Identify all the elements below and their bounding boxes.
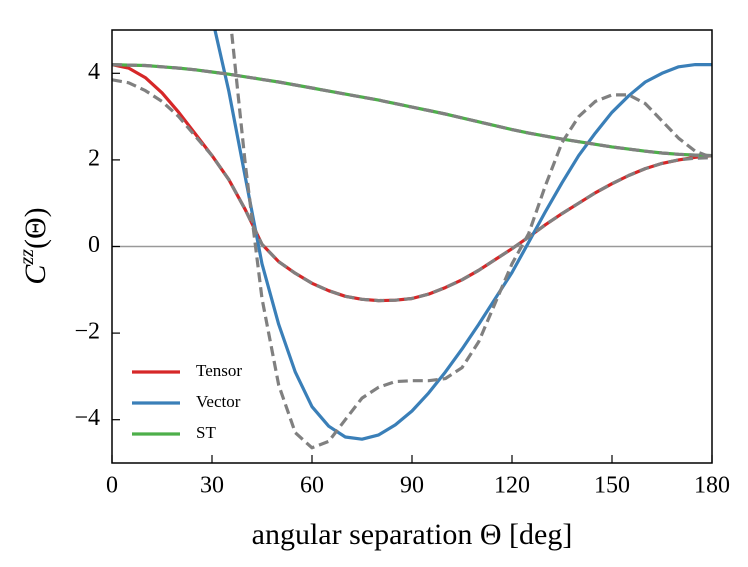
y-axis-label: Czz(Θ) xyxy=(16,207,52,284)
legend-label: Tensor xyxy=(196,361,242,380)
x-tick-label: 180 xyxy=(694,473,730,499)
dashed-line xyxy=(229,30,712,450)
y-tick-label: 0 xyxy=(88,232,100,258)
x-tick-label: 30 xyxy=(200,473,224,499)
x-tick-label: 60 xyxy=(300,473,324,499)
y-tick-label: 2 xyxy=(88,145,100,171)
x-tick-label: 0 xyxy=(106,473,118,499)
series-line xyxy=(213,30,712,441)
legend-label: ST xyxy=(196,423,216,442)
series-line xyxy=(112,63,712,303)
x-tick-label: 120 xyxy=(494,473,530,499)
y-tick-label: −2 xyxy=(74,319,100,345)
y-label-rest: (Θ) xyxy=(19,207,52,249)
y-label-base: C xyxy=(19,264,52,285)
y-tick-label: 4 xyxy=(88,59,100,85)
x-tick-label: 90 xyxy=(400,473,424,499)
x-tick-label: 150 xyxy=(594,473,630,499)
legend-label: Vector xyxy=(196,392,241,411)
x-axis-label: angular separation Θ [deg] xyxy=(252,518,573,551)
y-tick-label: −4 xyxy=(74,405,100,431)
y-label-sup: zz xyxy=(16,249,38,266)
plot-area xyxy=(112,30,712,450)
dashed-line xyxy=(112,63,712,158)
dashed-line xyxy=(112,78,712,303)
